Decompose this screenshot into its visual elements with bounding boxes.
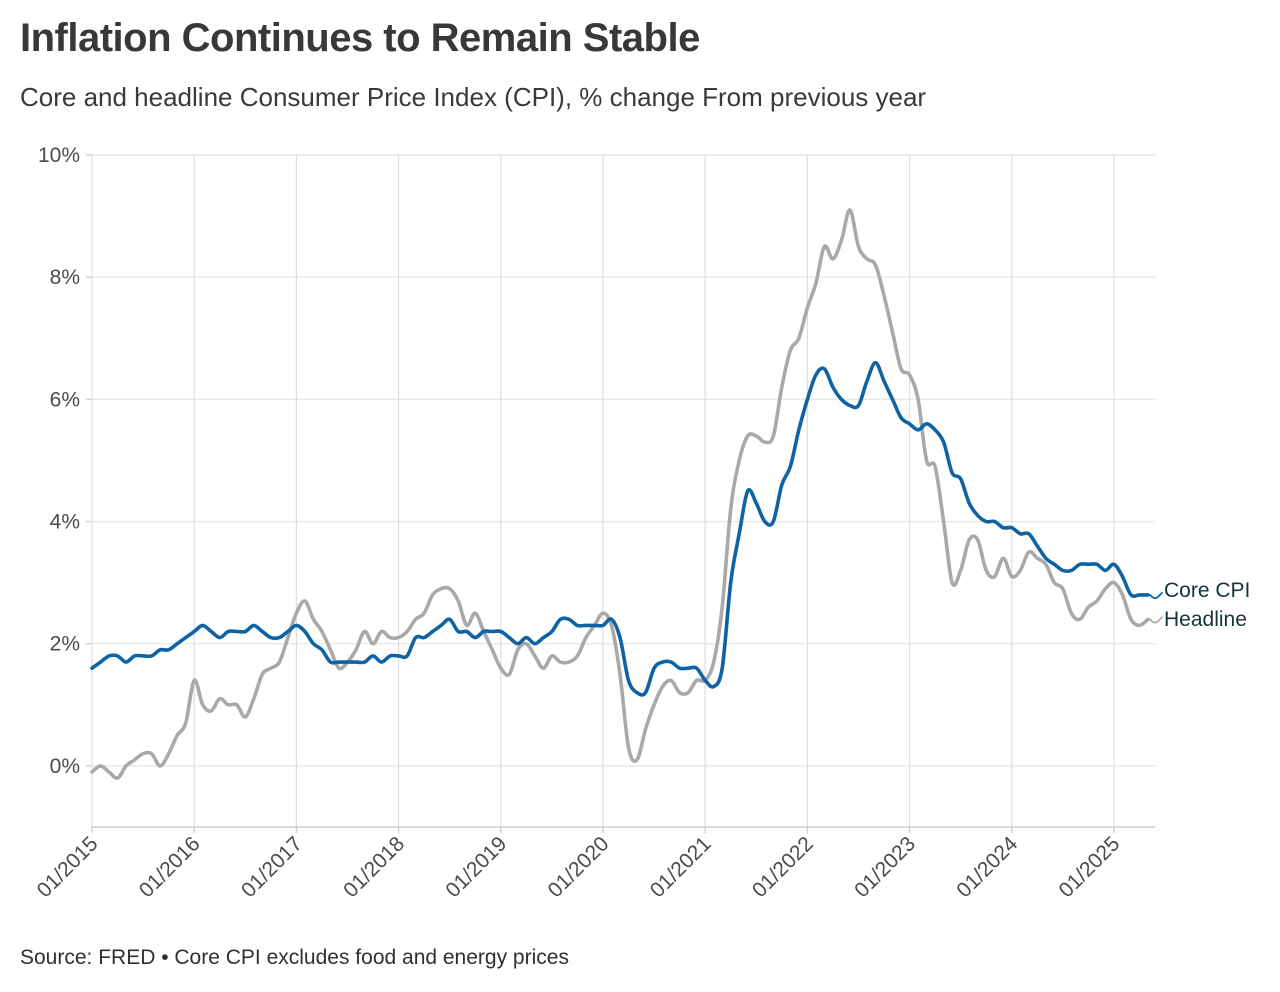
- x-gridlines: [91, 155, 1155, 833]
- y-tick-label: 8%: [50, 266, 80, 289]
- core-cpi-label-connector: [1149, 591, 1163, 600]
- y-tick-label: 6%: [50, 388, 80, 411]
- headline-line: [90, 208, 1150, 781]
- headline-label-connector: [1149, 616, 1163, 624]
- y-gridlines: [86, 154, 1155, 767]
- y-tick-label: 4%: [50, 511, 80, 534]
- series-lines: [90, 208, 1150, 781]
- source-note: Source: FRED • Core CPI excludes food an…: [20, 946, 569, 969]
- x-tick-label: 01/2024: [952, 832, 1022, 902]
- y-tick-label: 0%: [50, 755, 80, 778]
- x-tick-label: 01/2020: [544, 832, 614, 902]
- y-tick-label: 2%: [50, 633, 80, 656]
- series-label-headline: Headline: [1164, 608, 1247, 631]
- x-tick-label: 01/2023: [850, 832, 920, 902]
- x-tick-labels: 01/2015 01/2016 01/2017 01/2018 01/2019 01/20…: [33, 832, 1125, 902]
- x-tick-label: 01/2022: [748, 832, 818, 902]
- chart-title: Inflation Continues to Remain Stable: [20, 16, 700, 60]
- x-tick-label: 01/2025: [1055, 832, 1125, 902]
- y-tick-label: 10%: [38, 144, 80, 167]
- core-cpi-line: [90, 360, 1150, 697]
- chart-subtitle: Core and headline Consumer Price Index (…: [20, 82, 927, 112]
- x-tick-label: 01/2016: [135, 832, 205, 902]
- x-tick-label: 01/2021: [646, 832, 716, 902]
- y-tick-labels: 0% 2% 4% 6% 8% 10%: [38, 144, 80, 778]
- x-tick-label: 01/2019: [441, 832, 511, 902]
- x-tick-label: 01/2017: [237, 832, 307, 902]
- x-tick-label: 01/2018: [339, 832, 409, 902]
- label-connectors: [1149, 591, 1163, 624]
- series-label-core-cpi: Core CPI: [1164, 579, 1251, 602]
- x-tick-label: 01/2015: [33, 832, 103, 902]
